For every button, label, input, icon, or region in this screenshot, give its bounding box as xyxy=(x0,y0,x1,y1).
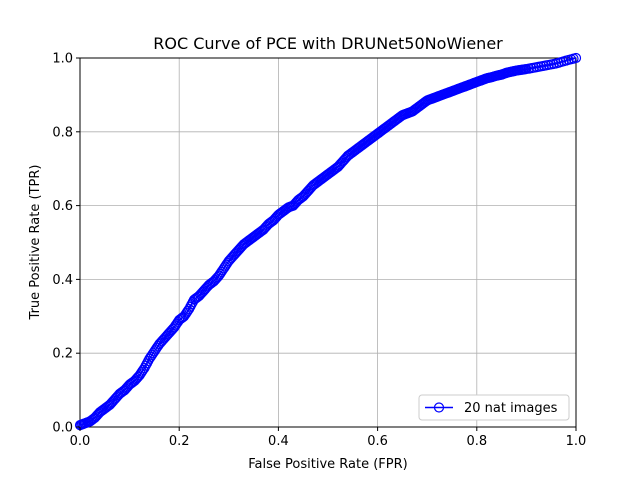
data-point xyxy=(570,52,582,64)
x-tick-label: 0.8 xyxy=(466,434,487,449)
x-tick-label: 0.6 xyxy=(367,434,388,449)
series-curve xyxy=(74,52,582,431)
y-tick-label: 0.0 xyxy=(52,421,73,436)
plot-frame xyxy=(79,57,577,428)
y-tick-label: 0.2 xyxy=(52,347,73,362)
y-axis-ticks: 0.0 0.2 0.4 0.6 0.8 1.0 xyxy=(52,52,80,436)
x-axis-ticks: 0.0 0.2 0.4 0.6 0.8 1.0 xyxy=(70,427,587,449)
grid-lines xyxy=(79,57,577,428)
y-tick-label: 0.4 xyxy=(52,273,73,288)
chart-title: ROC Curve of PCE with DRUNet50NoWiener xyxy=(153,34,503,53)
data-point-fill xyxy=(212,271,223,283)
legend-label: 20 nat images xyxy=(464,401,558,416)
x-axis-label: False Positive Rate (FPR) xyxy=(248,457,407,472)
x-tick-label: 0.4 xyxy=(268,434,289,449)
x-tick-label: 1.0 xyxy=(566,434,587,449)
y-tick-label: 0.8 xyxy=(52,125,73,140)
series-line xyxy=(79,57,577,426)
data-point-fill xyxy=(133,371,144,382)
x-tick-label: 0.2 xyxy=(169,434,190,449)
legend: 20 nat images xyxy=(418,394,570,421)
legend-marker-swatch xyxy=(433,402,445,413)
data-point-fill xyxy=(167,323,179,334)
y-tick-label: 0.6 xyxy=(52,199,73,214)
y-tick-label: 1.0 xyxy=(52,52,73,67)
legend-box xyxy=(418,394,570,421)
x-tick-label: 0.0 xyxy=(70,434,91,449)
y-axis-label: True Positive Rate (TPR) xyxy=(28,165,43,321)
